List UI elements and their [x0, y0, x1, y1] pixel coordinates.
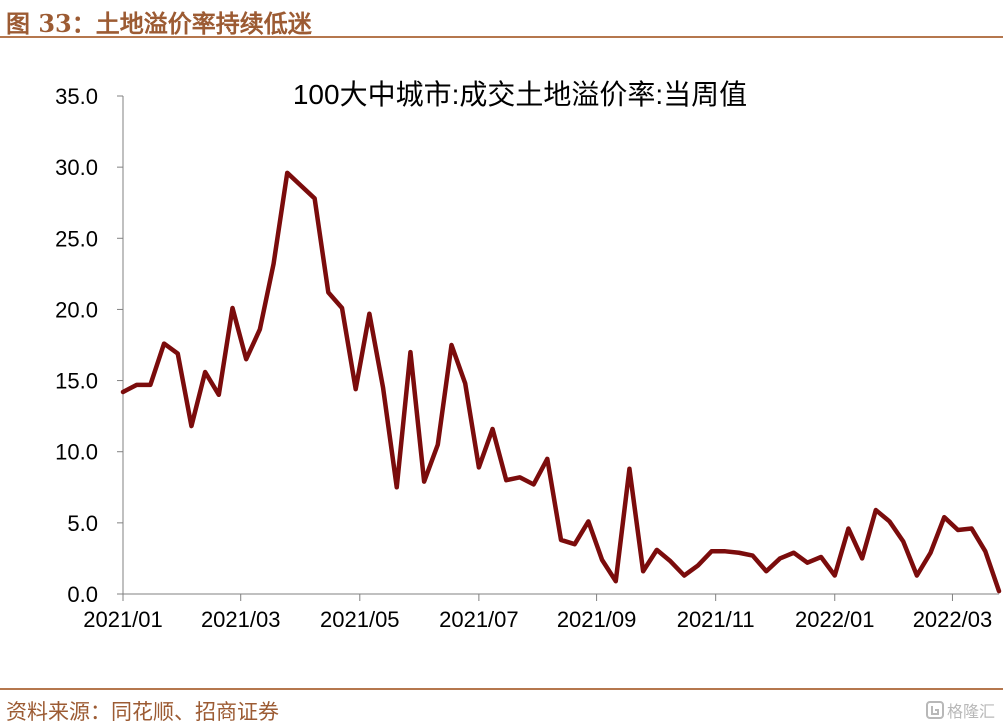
series-line	[120, 170, 1002, 594]
x-tick-label: 2022/03	[913, 607, 993, 632]
data-point	[367, 312, 371, 316]
line-chart: 0.0 5.0 10.0 15.0 20.0 25.0 30.0 35.0 2021/01 202…	[55, 79, 1002, 632]
y-tick-label: 10.0	[55, 440, 98, 465]
y-tick-label: 20.0	[55, 297, 98, 322]
data-point	[381, 386, 385, 390]
figure-header: 图 33：土地溢价率持续低迷	[0, 0, 1003, 38]
data-point	[217, 393, 221, 397]
watermark: 格隆汇	[925, 698, 995, 722]
y-tick-label: 35.0	[55, 84, 98, 109]
data-point	[450, 343, 454, 347]
data-point	[545, 457, 549, 461]
chart-plot	[120, 170, 1002, 594]
data-point	[422, 480, 426, 484]
data-point	[326, 290, 330, 294]
data-point	[983, 549, 987, 553]
x-tick-label: 2021/09	[557, 607, 637, 632]
data-point	[532, 482, 536, 486]
data-point	[764, 569, 768, 573]
data-point	[272, 262, 276, 266]
data-point	[258, 327, 262, 331]
data-point	[340, 306, 344, 310]
data-point	[299, 184, 303, 188]
data-point	[860, 556, 864, 560]
data-point	[573, 542, 577, 546]
x-tick-label: 2021/01	[83, 607, 163, 632]
data-point	[805, 561, 809, 565]
data-point	[627, 467, 631, 471]
data-point	[833, 574, 837, 578]
data-point	[586, 519, 590, 523]
data-point	[354, 387, 358, 391]
chart-area: 0.0 5.0 10.0 15.0 20.0 25.0 30.0 35.0 2021/01 202…	[0, 40, 1003, 688]
data-point	[135, 383, 139, 387]
data-point	[121, 390, 125, 394]
x-tick-label: 2021/07	[439, 607, 519, 632]
watermark-text: 格隆汇	[946, 702, 995, 721]
data-point	[997, 589, 1001, 593]
data-point	[874, 508, 878, 512]
figure-caption: 图 33：土地溢价率持续低迷	[6, 9, 312, 38]
data-point	[313, 196, 317, 200]
data-point	[477, 465, 481, 469]
data-point	[901, 539, 905, 543]
y-tick-label: 5.0	[67, 511, 98, 536]
data-point	[682, 574, 686, 578]
x-tick-label: 2021/05	[320, 607, 400, 632]
data-point	[929, 551, 933, 555]
data-point	[491, 427, 495, 431]
data-point	[888, 519, 892, 523]
data-point	[956, 528, 960, 532]
chart-title: 100大中城市:成交土地溢价率:当周值	[293, 79, 747, 110]
data-point	[751, 554, 755, 558]
y-tick-label: 25.0	[55, 226, 98, 251]
x-tick-label: 2022/01	[795, 607, 875, 632]
data-point	[778, 556, 782, 560]
data-point	[723, 549, 727, 553]
data-point	[148, 383, 152, 387]
watermark-logo-icon	[925, 701, 944, 719]
data-point	[559, 538, 563, 542]
y-tick-label: 0.0	[67, 582, 98, 607]
data-point	[915, 574, 919, 578]
data-point	[641, 569, 645, 573]
data-point	[436, 443, 440, 447]
data-point	[244, 357, 248, 361]
data-point	[504, 478, 508, 482]
data-point	[176, 352, 180, 356]
x-tick-label: 2021/03	[201, 607, 281, 632]
y-tick-label: 15.0	[55, 369, 98, 394]
y-tick-label: 30.0	[55, 155, 98, 180]
data-point	[395, 485, 399, 489]
data-point	[203, 370, 207, 374]
data-point	[942, 515, 946, 519]
data-point	[846, 527, 850, 531]
data-point	[669, 559, 673, 563]
chart-axes: 0.0 5.0 10.0 15.0 20.0 25.0 30.0 35.0 2021/01 202…	[55, 84, 999, 632]
data-point	[710, 549, 714, 553]
data-point	[614, 579, 618, 583]
data-point	[970, 527, 974, 531]
data-point	[408, 350, 412, 354]
data-point	[600, 558, 604, 562]
data-point	[696, 564, 700, 568]
data-point	[737, 551, 741, 555]
data-point	[819, 555, 823, 559]
data-point	[285, 171, 289, 175]
data-point	[518, 475, 522, 479]
data-point	[231, 306, 235, 310]
data-point	[162, 342, 166, 346]
figure-source: 资料来源：同花顺、招商证券	[6, 700, 279, 724]
data-point	[189, 424, 193, 428]
figure-footer: 资料来源：同花顺、招商证券 格隆汇	[0, 688, 1003, 725]
data-point	[463, 381, 467, 385]
data-point	[792, 551, 796, 555]
data-point	[655, 548, 659, 552]
x-tick-label: 2021/11	[677, 607, 755, 632]
